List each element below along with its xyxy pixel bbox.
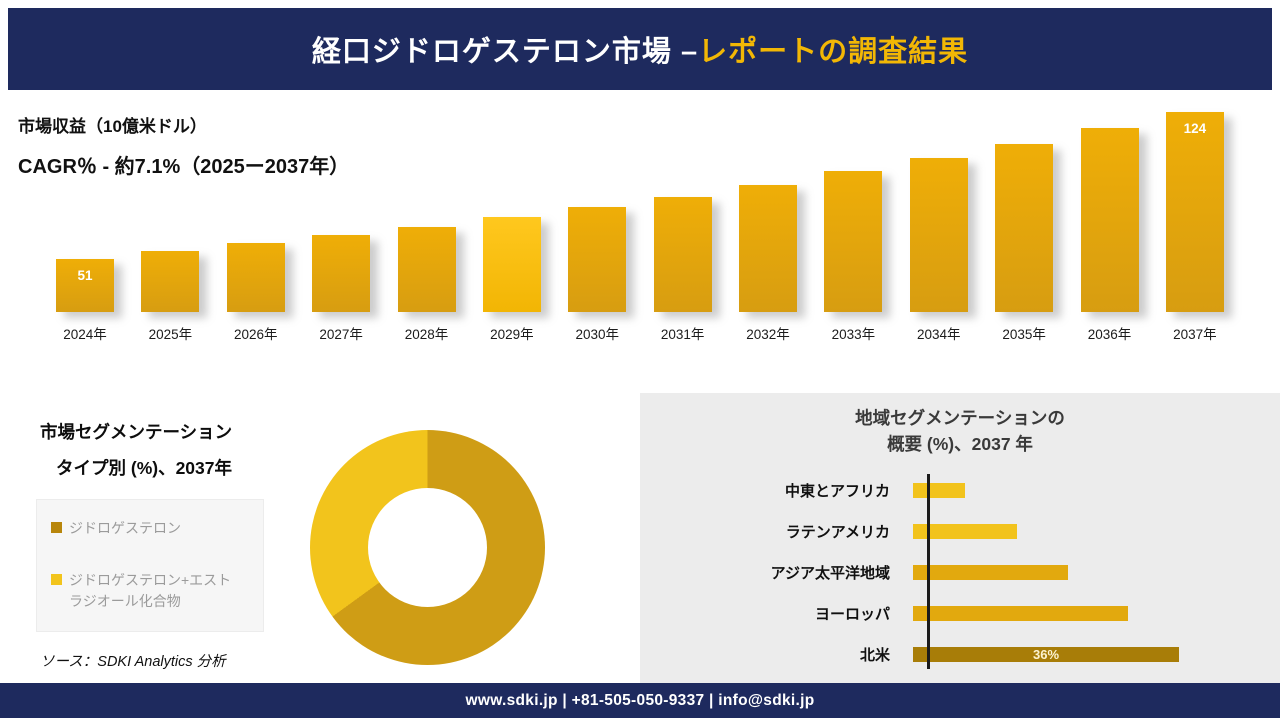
- region-row: ヨーロッパ: [640, 593, 1280, 634]
- revenue-bar-column: 124 2037年: [1165, 112, 1225, 343]
- revenue-bar-column: 2031年: [653, 197, 713, 343]
- region-value-label: 36%: [1032, 646, 1060, 662]
- revenue-bar-column: 2036年: [1080, 128, 1140, 343]
- year-axis-label: 2031年: [660, 327, 705, 342]
- legend-label: ジドロゲステロン: [69, 520, 181, 536]
- region-bar: [913, 523, 1017, 539]
- revenue-bar: [995, 144, 1054, 312]
- revenue-bar: [226, 243, 285, 312]
- footer-banner: www.sdki.jp | +81-505-050-9337 | info@sd…: [0, 683, 1280, 718]
- donut-hole: [368, 488, 487, 607]
- year-axis-label: 2030年: [575, 327, 620, 342]
- revenue-metric-label: 市場収益（10億米ドル）: [18, 117, 207, 136]
- revenue-bar: [568, 207, 627, 312]
- revenue-bar: [739, 185, 797, 312]
- source-note: ソース：SDKI Analytics 分析: [40, 654, 226, 670]
- legend-label: ジドロゲステロン+エスト ラジオール化合物: [69, 571, 232, 610]
- revenue-bar: [312, 235, 371, 312]
- region-chart-title-line2: 概要 (%)、2037 年: [887, 434, 1033, 455]
- type-segmentation-title-line1: 市場セグメンテーション: [40, 422, 233, 442]
- year-axis-label: 2027年: [319, 327, 363, 342]
- region-row: 中東とアフリカ: [640, 470, 1280, 511]
- revenue-bar-column: 2028年: [397, 227, 457, 343]
- year-axis-label: 2037年: [1173, 327, 1217, 342]
- legend-swatch: [51, 522, 62, 533]
- year-axis-label: 2029年: [490, 327, 534, 342]
- region-bar: [913, 482, 965, 498]
- page-title-main: 経口ジドロゲステロン市場 –: [311, 36, 699, 68]
- bar-value-label: 124: [1183, 121, 1207, 136]
- region-row: アジア太平洋地域: [640, 552, 1280, 593]
- revenue-bar: [824, 171, 883, 312]
- legend-item: ジドロゲステロン: [51, 518, 249, 540]
- year-axis-label: 2024年: [63, 327, 107, 342]
- revenue-bar-column: 2032年: [738, 185, 798, 343]
- bar-value-label: 51: [77, 268, 93, 283]
- year-axis-label: 2036年: [1087, 327, 1132, 342]
- region-label: ラテンアメリカ: [785, 523, 890, 541]
- legend-item: ジドロゲステロン+エスト ラジオール化合物: [51, 570, 249, 613]
- revenue-bar: [1080, 128, 1139, 312]
- type-legend: ジドロゲステロンジドロゲステロン+エスト ラジオール化合物: [36, 499, 264, 633]
- revenue-bar-column: 2035年: [994, 144, 1054, 343]
- revenue-bar-column: 2034年: [909, 158, 969, 343]
- footer-contact-line: www.sdki.jp | +81-505-050-9337 | info@sd…: [465, 691, 815, 709]
- year-axis-label: 2025年: [148, 327, 193, 342]
- revenue-bar: [397, 227, 456, 312]
- region-label: 北米: [859, 646, 890, 664]
- year-axis-label: 2035年: [1002, 327, 1046, 342]
- bottom-section: 市場セグメンテーション タイプ別 (%)、2037年 ジドロゲステロン ジドロゲス…: [0, 393, 1280, 683]
- revenue-bar-column: 2025年: [140, 251, 200, 343]
- header-banner: 経口ジドロゲステロン市場 –レポートの調査結果: [8, 8, 1272, 90]
- year-axis-label: 2028年: [404, 327, 449, 342]
- year-axis-label: 2032年: [746, 327, 790, 342]
- revenue-bar-column: 51 2024年: [55, 259, 115, 343]
- revenue-bar-column: 2029年: [482, 217, 542, 343]
- type-segmentation-panel: 市場セグメンテーション タイプ別 (%)、2037年 ジドロゲステロン ジドロゲス…: [0, 393, 640, 683]
- region-row: ラテンアメリカ: [640, 511, 1280, 552]
- year-axis-label: 2026年: [233, 327, 278, 342]
- region-bar: 36%: [913, 646, 1179, 662]
- legend-swatch: [51, 573, 62, 585]
- region-label: アジア太平洋地域: [770, 564, 890, 582]
- type-donut-chart: [310, 430, 545, 665]
- region-bar-chart: 中東とアフリカ ラテンアメリカアジア太平洋地域ヨーロッパ北米 36%: [640, 470, 1280, 675]
- year-axis-label: 2033年: [831, 327, 876, 342]
- region-chart-title-line1: 地域セグメンテーションの: [855, 408, 1065, 428]
- region-bar: [913, 564, 1068, 580]
- revenue-bars: 51 2024年 2025年 2026年 2027年 2028年 2029年 2030年 203…: [55, 112, 1225, 343]
- cagr-label: CAGR％ - 約7.1%（2025ー2037年）: [18, 156, 350, 178]
- type-segmentation-title-line2: タイプ別 (%)、2037年: [56, 458, 233, 478]
- page-title: 経口ジドロゲステロン市場 –レポートの調査結果: [312, 28, 968, 70]
- revenue-bar-column: 2030年: [567, 207, 627, 343]
- page-title-accent: レポートの調査結果: [698, 36, 969, 68]
- revenue-bar: [653, 197, 712, 312]
- revenue-bar: 51: [56, 259, 114, 312]
- revenue-bar-column: 2033年: [823, 171, 883, 343]
- revenue-bar: [141, 251, 200, 312]
- revenue-bar: [482, 217, 541, 312]
- year-axis-label: 2034年: [916, 327, 961, 342]
- region-row: 北米 36%: [640, 634, 1280, 675]
- region-label: ヨーロッパ: [814, 605, 890, 623]
- revenue-bar-column: 2026年: [226, 243, 286, 343]
- revenue-chart-section: 市場収益（10億米ドル） CAGR％ - 約7.1%（2025ー2037年） 5…: [0, 98, 1280, 393]
- region-segmentation-panel: 地域セグメンテーションの 概要 (%)、2037 年 中東とアフリカ ラテンアメリ…: [640, 393, 1280, 683]
- revenue-bar: 124: [1165, 112, 1224, 312]
- revenue-bar: [909, 158, 968, 312]
- region-label: 中東とアフリカ: [784, 482, 890, 500]
- region-chart-title: 地域セグメンテーションの 概要 (%)、2037 年: [640, 405, 1280, 458]
- revenue-bar-column: 2027年: [311, 235, 371, 343]
- region-bar: [913, 605, 1128, 621]
